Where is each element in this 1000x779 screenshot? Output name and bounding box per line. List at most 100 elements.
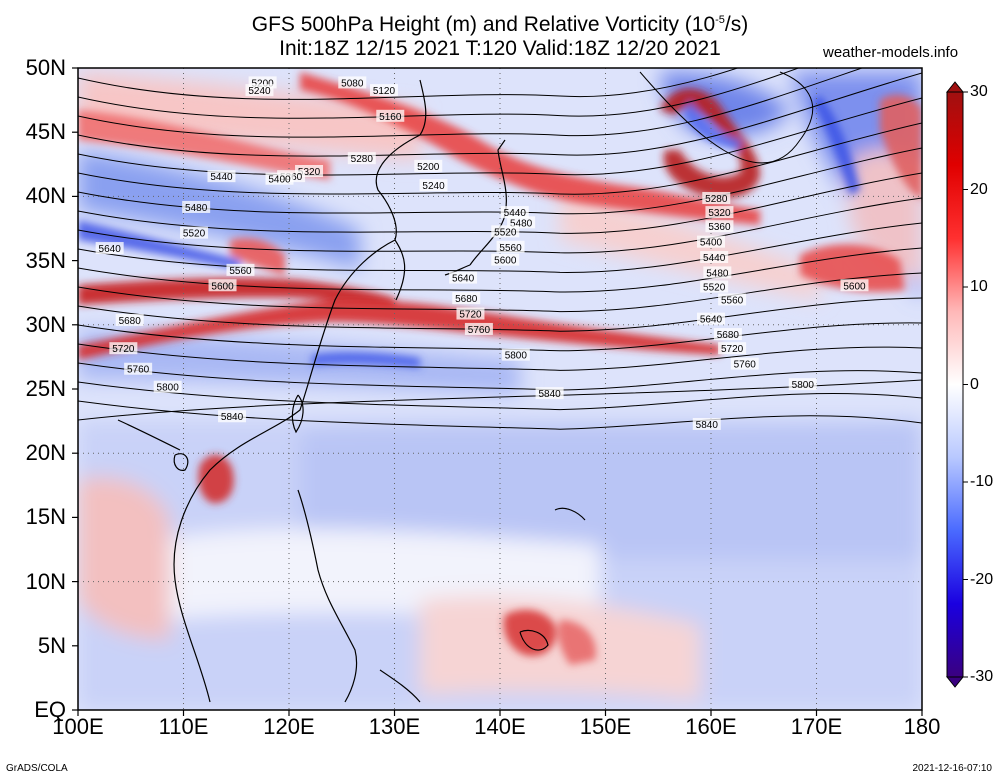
contour-label: 5760 <box>127 365 150 376</box>
height-contour <box>78 68 740 100</box>
contour-label-bg <box>697 235 725 248</box>
contour-label-bg <box>449 271 478 284</box>
contour-label: 5480 <box>706 268 729 279</box>
title-text: GFS 500hPa Height (m) and Relative Vorti… <box>251 13 716 36</box>
contour-label-bg <box>180 226 209 239</box>
contour-label-bg <box>376 109 405 122</box>
contour-label: 5200 <box>417 162 440 173</box>
coastline <box>173 453 189 471</box>
title-unit: /s) <box>724 13 749 36</box>
contour-label-bg <box>369 84 398 97</box>
vorticity-feature <box>78 299 720 360</box>
vorticity-feature <box>198 454 234 504</box>
height-contour <box>639 71 814 164</box>
contour-label-bg <box>705 206 734 219</box>
contour-label-bg <box>218 410 247 423</box>
contour-label-bg <box>124 362 153 375</box>
colorbar-label: 0 <box>970 375 979 393</box>
contour-label-bg <box>713 328 742 341</box>
contour-label: 5160 <box>379 112 402 123</box>
lat-label: 30N <box>25 311 66 337</box>
lon-label: 180 <box>903 714 941 739</box>
contour-label-bg <box>414 159 443 172</box>
height-contour <box>78 343 922 371</box>
contour-label: 5720 <box>112 344 135 355</box>
lon-label: 100E <box>52 714 104 739</box>
contour-label: 5520 <box>494 227 517 238</box>
contour-label-bg <box>496 240 525 253</box>
contour-label-bg <box>705 220 734 233</box>
contour-label: 5320 <box>708 208 731 219</box>
coastline <box>297 489 358 703</box>
vorticity-feature <box>503 609 556 656</box>
coastline <box>554 507 586 521</box>
height-contour <box>78 172 922 234</box>
lon-label: 150E <box>579 714 632 739</box>
contour-label-bg <box>464 322 493 335</box>
lat-label: 45N <box>25 119 66 145</box>
contour-label: 5560 <box>229 266 252 277</box>
lat-lon-grid <box>78 68 922 710</box>
contour-label: 5480 <box>510 218 533 229</box>
contour-label: 5080 <box>341 78 364 89</box>
contour-label: 5680 <box>455 294 478 305</box>
height-contour <box>78 122 922 195</box>
lon-label: 130E <box>368 714 421 739</box>
colorbar-scale <box>946 91 964 678</box>
contour-label-bg <box>182 200 211 213</box>
vorticity-region <box>300 420 922 560</box>
lat-label: 15N <box>25 504 66 530</box>
contour-label: 5360 <box>708 222 731 233</box>
coastline <box>173 79 427 703</box>
contour-label-bg <box>491 225 520 238</box>
contour-label-bg <box>697 312 725 325</box>
contour-label-bg <box>338 76 367 89</box>
vorticity-region <box>420 596 700 700</box>
contour-label: 5560 <box>499 243 522 254</box>
software-credit: GrADS/COLA <box>6 763 68 774</box>
contour-label: 5400 <box>268 175 291 186</box>
contour-label-bg <box>692 417 721 430</box>
vorticity-feature <box>230 238 285 275</box>
coastline <box>444 264 471 276</box>
colorbar-max-arrow <box>945 81 965 93</box>
height-contour <box>78 322 922 352</box>
vorticity-feature <box>660 88 760 199</box>
contour-label: 5200 <box>252 78 275 89</box>
contour-label: 5560 <box>721 295 744 306</box>
contour-label-bg <box>347 152 376 165</box>
contour-label: 5720 <box>459 310 482 321</box>
height-contour <box>78 72 922 157</box>
axis-ticks <box>72 67 923 716</box>
contour-label-bg <box>702 191 731 204</box>
contour-label: 5280 <box>705 194 728 205</box>
contour-label-bg <box>115 313 144 326</box>
contour-label: 5120 <box>373 86 396 97</box>
contour-label-bg <box>226 263 255 276</box>
contour-label: 5760 <box>468 325 491 336</box>
contour-label: 5800 <box>505 351 528 362</box>
height-contour <box>78 68 864 138</box>
height-contour <box>78 379 922 421</box>
contour-label: 5680 <box>717 330 740 341</box>
contour-label: 5600 <box>494 256 517 267</box>
contour-label-bg <box>788 378 817 391</box>
contour-label-bg <box>109 342 138 355</box>
contour-label: 5680 <box>119 316 142 327</box>
coastline <box>117 419 181 451</box>
contour-label-bg <box>245 84 274 97</box>
contour-label: 5240 <box>422 181 445 192</box>
contour-label: 5320 <box>298 167 321 178</box>
contour-label-bg <box>456 307 485 320</box>
coastline <box>394 239 406 301</box>
lon-label: 120E <box>263 714 315 739</box>
lat-label: EQ <box>34 697 66 722</box>
contour-label-bg <box>95 242 124 255</box>
contour-label: 5720 <box>721 344 744 355</box>
contour-label: 5440 <box>703 253 726 264</box>
height-contour <box>78 147 922 215</box>
vorticity-region <box>560 190 820 300</box>
vorticity-feature <box>558 620 596 665</box>
colorbar-label: 30 <box>970 83 988 100</box>
